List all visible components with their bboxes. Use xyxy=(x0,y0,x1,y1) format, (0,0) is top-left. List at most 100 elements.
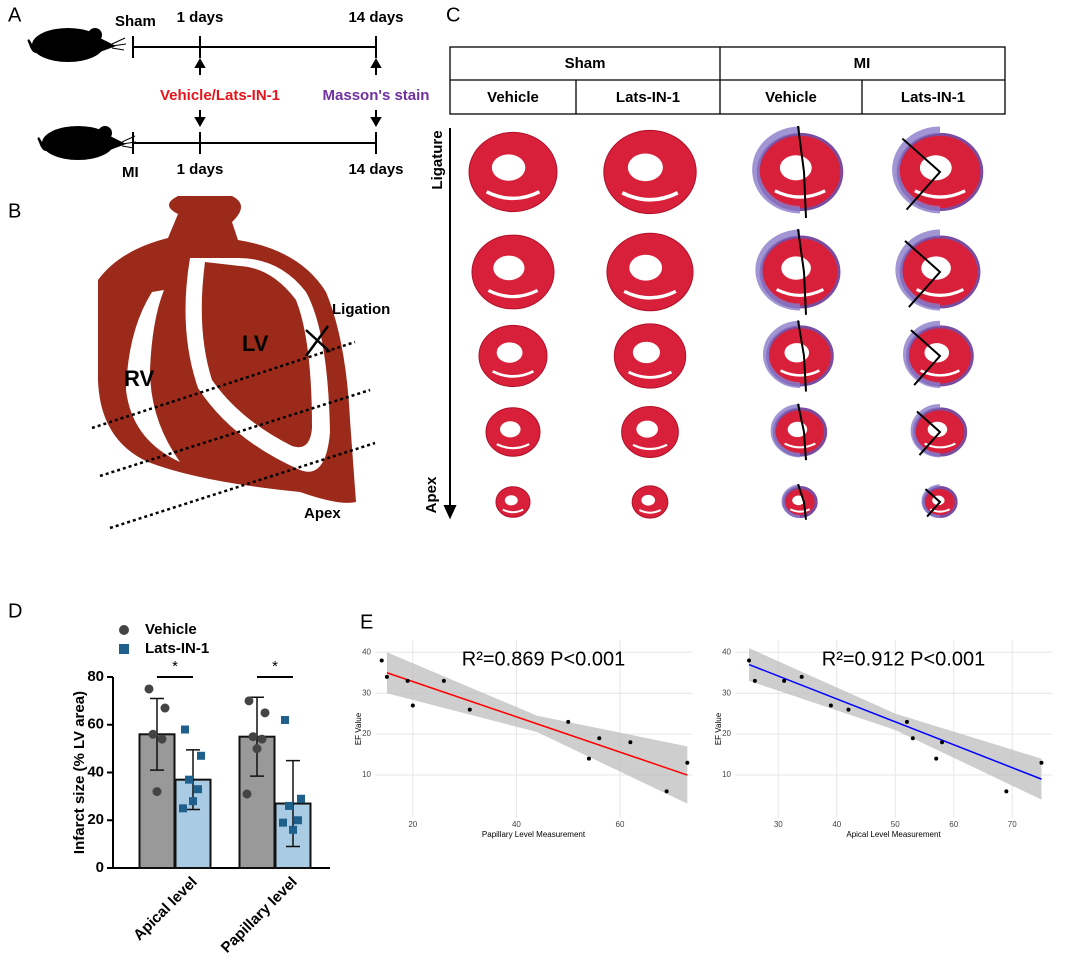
data-point xyxy=(297,794,305,803)
data-point xyxy=(244,696,254,706)
y-tick-label: 10 xyxy=(722,770,731,779)
y-tick-label: 40 xyxy=(722,647,731,656)
stat-annotation: R²=0.869 P<0.001 xyxy=(462,648,625,670)
data-point xyxy=(1039,760,1044,765)
infarct-line xyxy=(797,320,807,392)
y-tick-label: 40 xyxy=(362,647,371,656)
group-label: MI xyxy=(122,164,139,181)
lumen-gap xyxy=(638,509,662,514)
lumen xyxy=(784,343,810,363)
confidence-band xyxy=(749,648,1042,800)
lumen-gap xyxy=(496,443,530,450)
y-tick-label: 20 xyxy=(722,729,731,738)
timeline xyxy=(132,36,382,154)
y-tick-label: 60 xyxy=(87,716,104,733)
data-point xyxy=(405,678,410,683)
data-point xyxy=(379,658,384,663)
panel-label: A xyxy=(8,4,22,26)
infarct-region xyxy=(903,320,941,388)
fit-line xyxy=(748,663,1042,780)
data-point xyxy=(197,751,205,760)
x-tick-label: 50 xyxy=(891,820,900,829)
treatment-header: Lats-IN-1 xyxy=(901,89,965,106)
legend-label: Vehicle xyxy=(145,621,197,638)
lumen-gap xyxy=(621,191,679,202)
data-point xyxy=(144,684,154,694)
mouse-icon xyxy=(37,126,137,160)
infarct-region xyxy=(752,126,801,214)
infarct-line xyxy=(910,329,942,386)
infarct-line xyxy=(797,229,807,315)
infarct-region xyxy=(895,229,941,311)
y-axis-label: EF Value xyxy=(354,712,363,745)
lumen-gap xyxy=(627,370,673,379)
day-label: 1 days xyxy=(177,9,224,26)
data-point xyxy=(586,756,591,761)
data-point xyxy=(148,729,158,739)
data-point xyxy=(597,736,602,741)
y-axis-label: EF Value xyxy=(714,712,723,745)
infarct-line xyxy=(916,410,942,456)
y-tick-label: 20 xyxy=(362,729,371,738)
treatment-header: Vehicle xyxy=(487,89,539,106)
data-point xyxy=(179,804,187,813)
infarct-region xyxy=(755,229,801,311)
group-label: Sham xyxy=(115,13,156,30)
day-label: 14 days xyxy=(348,161,403,178)
lumen xyxy=(496,342,523,363)
data-point xyxy=(747,658,752,663)
data-point xyxy=(940,740,945,745)
confidence-band xyxy=(386,652,688,804)
lumen xyxy=(632,341,660,364)
data-point xyxy=(782,678,787,683)
group-header: MI xyxy=(854,55,871,72)
day-label: 1 days xyxy=(177,161,224,178)
infarct-region xyxy=(910,404,941,458)
data-point xyxy=(289,825,297,834)
data-point xyxy=(628,740,633,745)
x-tick-label: 60 xyxy=(616,820,625,829)
data-point xyxy=(279,818,287,827)
lumen-gap xyxy=(632,443,668,451)
panel-label: D xyxy=(8,600,22,622)
data-point xyxy=(194,785,202,794)
y-tick-label: 10 xyxy=(362,770,371,779)
data-point xyxy=(904,719,909,724)
lumen xyxy=(792,495,805,506)
y-tick-label: 20 xyxy=(87,811,104,828)
data-point xyxy=(685,760,690,765)
heart-diagram xyxy=(91,196,376,530)
data-point xyxy=(294,816,302,825)
lumen xyxy=(629,254,663,281)
stain-label: Masson's stain xyxy=(323,87,430,104)
lumen-gap xyxy=(784,442,816,449)
legend-marker xyxy=(119,644,129,654)
rv-label: RV xyxy=(124,366,154,391)
data-point xyxy=(846,707,851,712)
data-point xyxy=(752,678,757,683)
data-point xyxy=(1004,789,1009,794)
axis-arrow xyxy=(443,128,457,520)
data-point xyxy=(910,736,915,741)
lumen-gap xyxy=(915,288,965,297)
y-tick-label: 0 xyxy=(96,859,104,876)
infarct-region xyxy=(781,484,801,518)
lumen-gap xyxy=(775,288,825,297)
group-header: Sham xyxy=(565,55,606,72)
day-label: 14 days xyxy=(348,9,403,26)
x-axis-label: Apical Level Measurement xyxy=(846,830,941,839)
lumen-gap xyxy=(485,190,541,201)
data-point xyxy=(152,787,162,797)
data-point xyxy=(157,734,167,744)
x-tick-label: 30 xyxy=(774,820,783,829)
legend-label: Lats-IN-1 xyxy=(145,640,209,657)
lumen xyxy=(500,421,521,438)
significance-label: * xyxy=(172,658,178,675)
data-point xyxy=(185,775,193,784)
data-point xyxy=(257,734,267,744)
lumen-gap xyxy=(623,289,677,300)
data-point xyxy=(260,708,270,718)
y-tick-label: 30 xyxy=(722,688,731,697)
lumen-gap xyxy=(914,189,966,199)
data-point xyxy=(566,719,571,724)
